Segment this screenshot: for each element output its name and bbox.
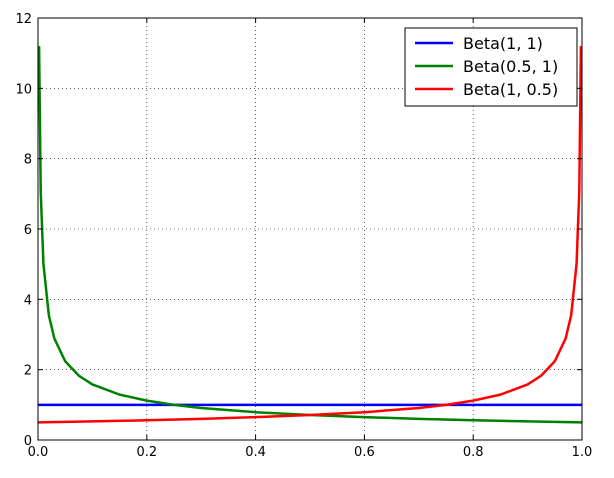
- legend-label: Beta(1, 0.5): [463, 80, 558, 99]
- series-line-3: [37, 46, 583, 424]
- y-tick-label: 0: [24, 434, 32, 449]
- series-layer: [37, 46, 583, 424]
- y-tick-label: 2: [24, 364, 32, 379]
- tick-layer: 0.0 0.2 0.4 0.6 0.8 1.0 0 2 4 6 8 10 12: [15, 12, 592, 460]
- series-line-2: [37, 46, 583, 424]
- legend: Beta(1, 1) Beta(0.5, 1) Beta(1, 0.5): [404, 27, 578, 107]
- x-tick-label: 0.4: [245, 445, 266, 460]
- y-tick-label: 6: [24, 223, 32, 238]
- x-tick-label: 0.0: [28, 445, 49, 460]
- x-tick-label: 0.8: [463, 445, 484, 460]
- x-tick-label: 1.0: [572, 445, 593, 460]
- legend-label: Beta(0.5, 1): [463, 57, 558, 76]
- x-tick-label: 0.6: [354, 445, 375, 460]
- x-tick-label: 0.2: [136, 445, 157, 460]
- y-tick-label: 4: [24, 293, 32, 308]
- legend-label: Beta(1, 1): [463, 34, 543, 53]
- y-tick-label: 8: [24, 153, 32, 168]
- y-tick-label: 10: [15, 82, 32, 97]
- y-tick-label: 12: [15, 12, 32, 27]
